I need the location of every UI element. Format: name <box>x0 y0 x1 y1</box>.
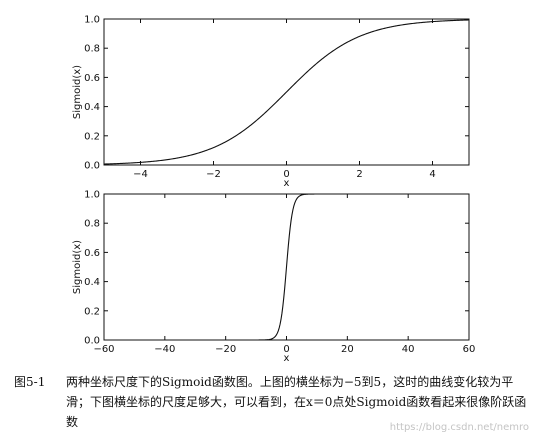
y-tick-label: 0.4 <box>84 102 100 113</box>
y-tick-label: 0.6 <box>84 73 100 84</box>
y-tick-label: 0.8 <box>84 219 100 230</box>
y-tick-label: 1.0 <box>84 15 100 26</box>
x-tick-label: 4 <box>429 169 435 180</box>
x-tick-label: −2 <box>206 169 221 180</box>
y-tick-label: 0.6 <box>84 248 100 259</box>
chart-panel-top: −4 −2 0 2 4 0.0 0.2 0.4 0.6 0.8 1.0 x Sigmoid(x) <box>72 15 470 189</box>
x-tick-label: −60 <box>93 344 114 355</box>
y-tick-label: 0.0 <box>84 161 100 172</box>
x-tick-label: 2 <box>356 169 362 180</box>
x-axis-label: x <box>284 178 290 189</box>
caption-number: 图5-1 <box>14 375 46 389</box>
x-tick-label: 20 <box>341 344 354 355</box>
y-tick-label: 0.0 <box>84 336 100 347</box>
x-tick-label: −20 <box>215 344 236 355</box>
y-tick-label: 0.8 <box>84 44 100 55</box>
chart-panel-bottom: −60 −40 −20 0 20 40 60 0.0 0.2 0.4 0.6 0.8 1.0 x Sigmo… <box>72 190 475 365</box>
y-axis-label: Sigmoid(x) <box>72 65 83 119</box>
x-tick-label: 0 <box>283 169 289 180</box>
y-tick-label: 0.2 <box>84 131 100 142</box>
y-tick-label: 1.0 <box>84 190 100 201</box>
x-tick-label: −4 <box>133 169 148 180</box>
x-tick-label: 40 <box>402 344 415 355</box>
y-tick-label: 0.2 <box>84 306 100 317</box>
watermark-text: https://blog.csdn.net/nemro <box>389 422 529 433</box>
sigmoid-curve <box>103 19 470 165</box>
x-tick-label: 0 <box>283 344 289 355</box>
y-tick-label: 0.4 <box>84 277 100 288</box>
caption-text: 两种坐标尺度下的Sigmoid函数图。上图的横坐标为−5到5，这时的曲线变化较为… <box>66 375 527 429</box>
y-axis-label: Sigmoid(x) <box>72 240 83 294</box>
x-axis-label: x <box>284 353 290 364</box>
x-tick-label: −40 <box>154 344 175 355</box>
sigmoid-curve <box>104 193 469 341</box>
x-tick-label: 60 <box>463 344 476 355</box>
